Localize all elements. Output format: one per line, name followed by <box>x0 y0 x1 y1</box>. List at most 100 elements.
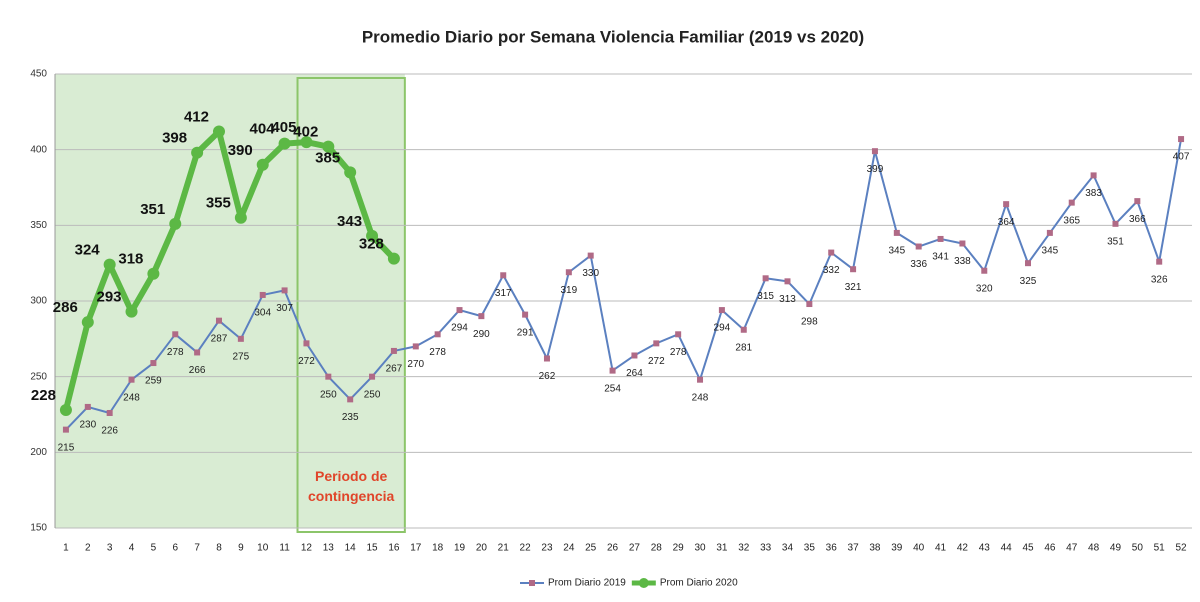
point <box>1003 201 1010 208</box>
x-tick-label: 40 <box>913 543 925 554</box>
data-label: 264 <box>626 368 643 379</box>
x-tick-label: 32 <box>738 543 750 554</box>
point <box>762 275 769 282</box>
point <box>1025 260 1032 267</box>
data-label: 351 <box>140 201 165 218</box>
x-tick-label: 30 <box>694 543 706 554</box>
point <box>1046 229 1053 236</box>
x-tick-label: 34 <box>782 543 794 554</box>
data-label: 250 <box>320 389 337 400</box>
data-label: 385 <box>315 149 340 166</box>
x-tick-label: 25 <box>585 543 597 554</box>
x-tick-label: 6 <box>172 543 178 554</box>
point <box>1156 258 1163 265</box>
x-tick-label: 14 <box>345 543 357 554</box>
x-tick-label: 15 <box>366 543 378 554</box>
x-tick-label: 2 <box>85 543 91 554</box>
data-label: 235 <box>342 412 359 423</box>
x-tick-label: 20 <box>476 543 488 554</box>
data-label: 267 <box>386 364 403 375</box>
x-tick-label: 22 <box>520 543 532 554</box>
point <box>828 249 835 256</box>
data-label: 228 <box>31 387 56 404</box>
x-tick-label: 13 <box>323 543 335 554</box>
point <box>344 166 357 179</box>
x-tick-label: 49 <box>1110 543 1122 554</box>
data-label: 270 <box>407 359 424 370</box>
x-tick-label: 51 <box>1154 543 1166 554</box>
data-label: 250 <box>364 389 381 400</box>
legend-marker <box>529 580 535 586</box>
x-tick-label: 47 <box>1066 543 1078 554</box>
data-label: 336 <box>910 259 927 270</box>
point <box>784 278 791 285</box>
point <box>871 148 878 155</box>
point <box>147 267 160 280</box>
point <box>300 136 313 149</box>
data-label: 366 <box>1129 214 1146 225</box>
legend-marker <box>638 578 649 588</box>
data-label: 399 <box>867 164 884 175</box>
point <box>194 349 201 356</box>
data-label: 291 <box>517 327 534 338</box>
data-label: 278 <box>429 347 446 358</box>
point <box>675 331 682 338</box>
y-tick-label: 250 <box>30 371 47 382</box>
data-label: 259 <box>145 376 162 387</box>
point <box>234 211 247 224</box>
x-tick-label: 52 <box>1176 543 1188 554</box>
data-label: 272 <box>298 356 315 367</box>
point <box>434 331 441 338</box>
point <box>390 347 397 354</box>
data-label: 272 <box>648 356 665 367</box>
data-label: 286 <box>53 299 78 316</box>
x-tick-label: 44 <box>1001 543 1013 554</box>
point <box>587 252 594 259</box>
data-label: 407 <box>1173 152 1190 163</box>
point <box>369 373 376 380</box>
data-label: 304 <box>254 308 271 319</box>
x-tick-label: 42 <box>957 543 969 554</box>
point <box>387 252 400 265</box>
point <box>347 396 354 403</box>
data-label: 338 <box>954 256 971 267</box>
x-tick-label: 39 <box>891 543 903 554</box>
x-tick-label: 50 <box>1132 543 1144 554</box>
x-tick-label: 3 <box>107 543 113 554</box>
data-label: 315 <box>757 291 774 302</box>
x-tick-label: 9 <box>238 543 244 554</box>
x-tick-label: 29 <box>673 543 685 554</box>
data-label: 298 <box>801 317 818 328</box>
data-label: 412 <box>184 108 209 125</box>
data-label: 290 <box>473 329 490 340</box>
point <box>1090 172 1097 179</box>
point <box>478 313 485 320</box>
x-tick-label: 10 <box>257 543 269 554</box>
data-label: 294 <box>714 323 731 334</box>
data-label: 355 <box>206 195 231 212</box>
data-label: 226 <box>101 426 118 437</box>
data-label: 248 <box>692 392 709 403</box>
data-label: 278 <box>167 347 184 358</box>
x-tick-label: 11 <box>279 543 290 554</box>
data-label: 332 <box>823 265 840 276</box>
point <box>740 326 747 333</box>
x-tick-label: 45 <box>1022 543 1034 554</box>
point <box>125 305 138 318</box>
legend-label: Prom Diario 2020 <box>660 578 738 589</box>
x-tick-label: 26 <box>607 543 619 554</box>
x-tick-label: 4 <box>129 543 135 554</box>
data-label: 404 <box>250 121 276 138</box>
point <box>212 125 225 138</box>
x-tick-label: 46 <box>1044 543 1056 554</box>
chart-title: Promedio Diario por Semana Violencia Fam… <box>362 27 864 46</box>
x-tick-label: 27 <box>629 543 641 554</box>
x-tick-label: 16 <box>388 543 400 554</box>
point <box>653 340 660 347</box>
point <box>697 376 704 383</box>
x-tick-label: 1 <box>63 543 69 554</box>
point <box>150 360 157 367</box>
point <box>191 146 204 159</box>
